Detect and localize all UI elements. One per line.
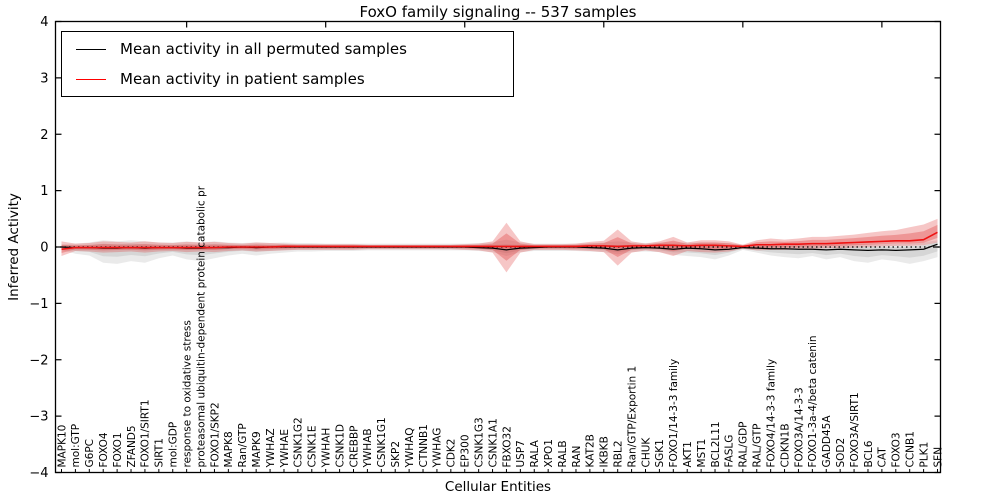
x-tick-label: MST1 [696,439,708,468]
x-tick-label: CSNK1G2 [293,417,305,467]
x-tick-label: ZFAND5 [126,425,138,467]
x-tick-label: CCNB1 [904,431,916,467]
y-axis-label: Inferred Activity [6,193,22,301]
x-tick-label: Ran/GTP [237,423,249,467]
x-tick-label: YWHAB [362,428,374,468]
x-tick-label: YWHAZ [265,428,277,468]
legend-item-permuted: Mean activity in all permuted samples [62,36,513,62]
permuted-line-swatch [76,48,106,50]
x-tick-label: IKBKB [599,436,611,467]
x-tick-label: Ran/GTP/Exportin 1 [626,366,638,468]
x-tick-label: response to oxidative stress [181,320,193,467]
y-tick-label: −2 [29,353,48,368]
y-tick-label: −1 [29,297,48,312]
x-tick-label: CDKN1B [779,423,791,467]
legend-label: Mean activity in patient samples [120,70,365,88]
x-tick-label: FOXO1-3a-4/beta catenin [807,335,819,467]
legend-label: Mean activity in all permuted samples [120,40,407,58]
x-tick-label: FOXO3 [891,432,903,467]
patient-mean-line [61,231,938,251]
y-tick-label: 4 [40,15,48,30]
x-tick-label: PLK1 [918,442,930,468]
x-tick-label: MAPK10 [56,425,68,468]
x-tick-label: KAT2B [585,434,597,467]
y-tick-label: 0 [40,241,48,256]
x-tick-label: CSNK1G1 [376,417,388,467]
x-tick-label: FOXO3A/SIRT1 [849,392,861,467]
y-tick-label: −4 [29,466,48,481]
x-tick-label: XPO1 [543,439,555,467]
x-tick-label: RAN [571,446,583,468]
x-tick-label: USP7 [515,440,527,467]
y-tick-label: 1 [40,184,48,199]
x-tick-label: SIRT1 [154,438,166,467]
x-tick-label: G6PC [84,439,96,467]
x-tick-label: FOXO4/14-3-3 family [765,359,777,468]
x-tick-label: FOXO1/14-3-3 family [668,359,680,468]
x-tick-label: YWHAQ [404,428,416,469]
x-tick-label: SOD2 [835,438,847,468]
x-axis-label: Cellular Entities [444,479,552,495]
x-tick-label: CDK2 [446,439,458,468]
patient-band-outer [61,218,938,273]
x-tick-label: BCL6 [863,440,875,467]
x-tick-label: CREBBP [348,426,360,468]
x-tick-label: SKP2 [390,441,402,468]
x-tick-label: YWHAH [320,428,332,469]
x-tick-label: CSNK1A1 [487,418,499,467]
x-tick-label: mol:GTP [70,424,82,468]
x-tick-label: YWHAG [432,428,444,469]
x-tick-label: RALB [557,440,569,467]
x-tick-label: CHUK [640,437,652,468]
legend: Mean activity in all permuted samples Me… [61,31,514,97]
x-tick-label: SGK1 [654,439,666,467]
x-tick-label: CAT [877,447,889,468]
legend-item-patient: Mean activity in patient samples [62,66,513,92]
x-tick-label: MAPK9 [251,431,263,467]
x-tick-label: FOXO3A/14-3-3 [793,387,805,467]
patient-band-inner [61,224,938,261]
x-tick-label: RALA [529,439,541,467]
x-tick-label: FOXO1 [112,432,124,467]
x-tick-label: FOXO1/SIRT1 [140,399,152,467]
x-tick-label: RAL/GDP [738,422,750,468]
x-tick-label: AKT1 [682,441,694,467]
x-tick-label: RBL2 [612,440,624,467]
x-tick-label: mol:GDP [168,422,180,468]
x-tick-label: proteasomal ubiquitin-dependent protein … [195,185,207,467]
x-tick-label: FBXO32 [501,426,513,467]
x-tick-label: RAL/GTP [752,424,764,468]
x-tick-label: CSNK1E [307,425,319,467]
x-tick-label: BCL2L11 [710,421,722,467]
x-tick-label: FOXO1/SKP2 [209,402,221,467]
y-tick-label: −3 [29,410,48,425]
x-tick-label: CSNK1G3 [473,417,485,467]
x-tick-label: YWHAE [279,429,291,469]
y-tick-label: 2 [40,128,48,143]
x-tick-label: GADD45A [821,415,833,468]
x-tick-label: CSNK1D [334,424,346,468]
x-tick-label: CTNNB1 [418,424,430,467]
x-tick-label: EP300 [460,434,472,467]
chart-title: FoxO family signaling -- 537 samples [359,3,637,21]
x-tick-label: SFN [932,447,944,468]
patient-line-swatch [76,78,106,80]
x-tick-label: FASLG [724,435,736,468]
x-tick-label: MAPK8 [223,431,235,467]
y-tick-label: 3 [40,71,48,86]
x-tick-label: FOXO4 [98,432,110,467]
